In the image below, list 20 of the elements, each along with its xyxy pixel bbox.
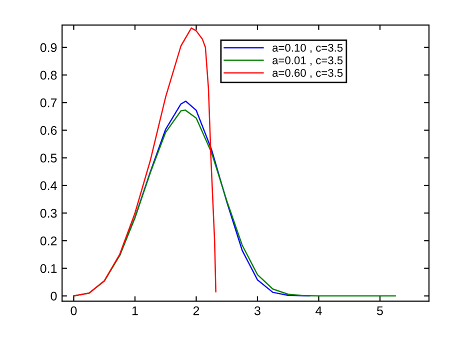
y-tick-label: 0.1 xyxy=(40,264,57,273)
x-tick-label: 4 xyxy=(316,306,322,316)
y-tick-label: 0 xyxy=(50,292,57,301)
y-tick-label: 0.6 xyxy=(40,126,57,135)
x-tick-label: 0 xyxy=(70,306,77,316)
y-tick-label: 0.4 xyxy=(40,181,57,190)
legend-label: a=0.10 , c=3.5 xyxy=(272,44,343,54)
y-tick-label: 0.9 xyxy=(40,43,57,52)
x-tick-label: 3 xyxy=(254,306,260,316)
x-tick-label: 2 xyxy=(193,306,200,316)
y-tick-label: 0.8 xyxy=(40,70,57,80)
x-tick-label: 5 xyxy=(376,306,383,316)
x-tick-label: 1 xyxy=(132,306,138,316)
line-series xyxy=(73,27,216,297)
legend-label: a=0.60 , c=3.5 xyxy=(272,68,343,78)
y-tick-label: 0.5 xyxy=(40,154,57,162)
y-tick-label: 0.3 xyxy=(40,208,57,218)
legend-label: a=0.01 , c=3.5 xyxy=(272,56,343,66)
y-tick-label: 0.7 xyxy=(40,98,57,108)
y-tick-label: 0.2 xyxy=(40,236,57,246)
